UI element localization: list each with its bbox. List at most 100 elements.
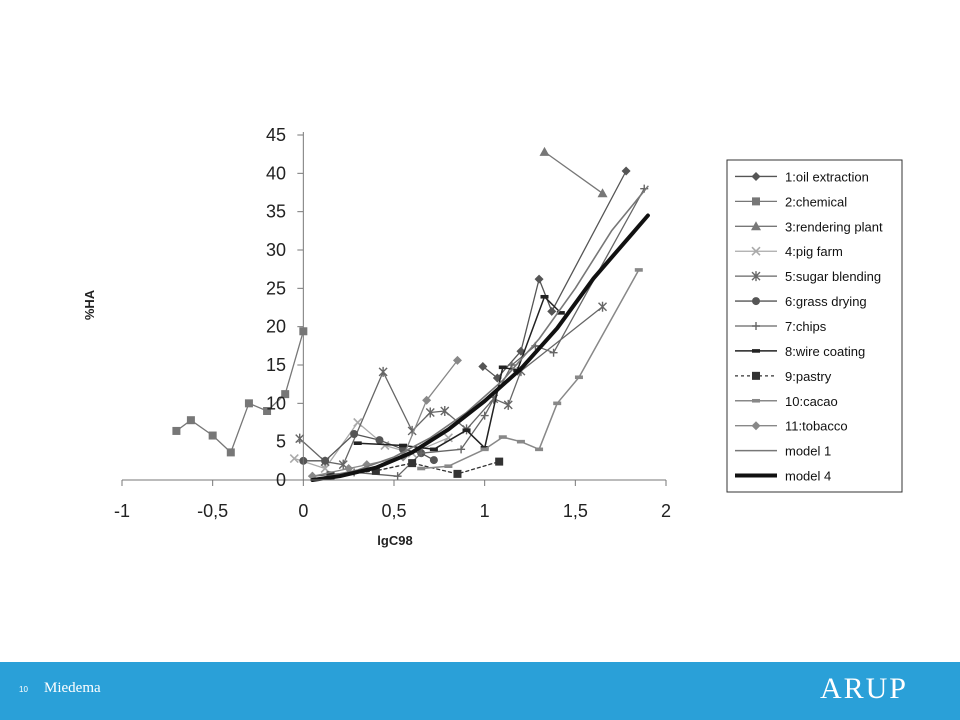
x-tick-label: -0,5 [197,501,228,521]
data-point [498,435,507,439]
data-point [281,390,290,399]
y-tick-label: 40 [266,163,286,183]
legend-label: model 4 [785,469,831,484]
legend: 1:oil extraction 2:chemical 3:rendering pl… [726,159,903,493]
x-axis-label: lgC98 [377,533,412,548]
data-point [547,306,557,316]
data-point [556,311,565,315]
x-tick-label: 0 [298,501,308,521]
legend-marker [752,371,760,380]
data-point [516,439,525,444]
plot-area [172,146,650,482]
legend-marker [751,171,761,181]
data-point [429,447,438,452]
legend-label: 5:sugar blending [785,269,881,284]
axes: -1 -0,5 0 0,5 1 1,5 2051015202530354045lgC98%H… [82,125,671,548]
data-point [186,416,195,425]
data-point [444,464,453,468]
legend-label: 11:tobacco [785,419,848,434]
data-point [289,453,299,464]
series-line [310,213,650,482]
data-point [393,472,402,481]
series-line [320,185,649,479]
data-point [375,436,384,445]
legend-label: 4:pig farm [785,244,843,259]
data-point [480,447,489,452]
data-point [417,466,426,471]
data-point [478,362,488,372]
legend-marker [752,349,760,353]
series-line [356,296,562,451]
y-tick-label: 20 [266,317,286,337]
legend-marker [751,221,761,231]
y-axis-label: %HA [82,289,97,320]
data-point [495,457,504,466]
legend-label: 6:grass drying [785,294,867,309]
data-point [452,355,462,365]
series-line [420,269,640,470]
data-point [503,399,513,410]
data-point [535,447,544,452]
legend-marker [751,271,761,282]
data-point [422,395,432,405]
data-point [621,166,631,176]
data-point [498,365,507,370]
data-point [429,456,438,465]
series-line [543,151,604,194]
data-point [597,188,608,198]
footer-bar: 10 Miedema ARUP [0,662,960,720]
data-point [507,361,516,369]
legend-label: 2:chemical [785,194,847,209]
data-point [539,146,550,156]
data-point [553,401,562,406]
data-point [534,274,544,284]
data-point [549,348,558,357]
data-point [440,406,450,416]
legend-label: 7:chips [785,319,827,334]
data-point [320,463,330,474]
x-tick-label: 0,5 [381,501,406,521]
y-tick-label: 0 [276,470,286,490]
y-tick-label: 10 [266,393,286,413]
x-tick-label: 2 [661,501,671,521]
x-tick-label: 1,5 [563,501,588,521]
series-3 [539,146,608,198]
legend-marker [752,297,760,306]
data-point [462,428,471,432]
data-point [350,430,359,438]
data-point [598,301,608,312]
data-point [353,441,362,445]
legend-marker [751,421,761,431]
legend-marker [752,197,760,206]
data-point [172,426,181,435]
page-number: 10 [19,685,28,694]
y-tick-label: 25 [266,278,286,298]
arup-logo: ARUP [819,672,908,705]
legend-label: 8:wire coating [785,344,865,359]
series-2 [172,327,308,457]
series-line [482,170,627,379]
y-tick-label: 15 [266,355,286,375]
x-tick-label: -1 [114,501,130,521]
data-point [263,407,272,415]
series-13 [310,213,650,482]
series-8 [353,294,565,452]
data-point [378,366,388,377]
data-point [443,433,453,443]
data-point [321,456,330,465]
data-point [453,469,462,478]
legend-marker [752,322,760,330]
y-tick-label: 35 [266,202,286,222]
data-point [457,445,466,454]
data-point [574,375,583,380]
data-point [425,407,435,418]
data-point [399,443,408,448]
series-1 [478,166,631,383]
data-point [371,466,380,475]
series-line [299,306,604,466]
series-12 [320,185,649,479]
x-tick-label: 1 [480,501,490,521]
data-point [417,449,426,458]
data-point [244,399,253,408]
legend-label: model 1 [785,444,831,459]
